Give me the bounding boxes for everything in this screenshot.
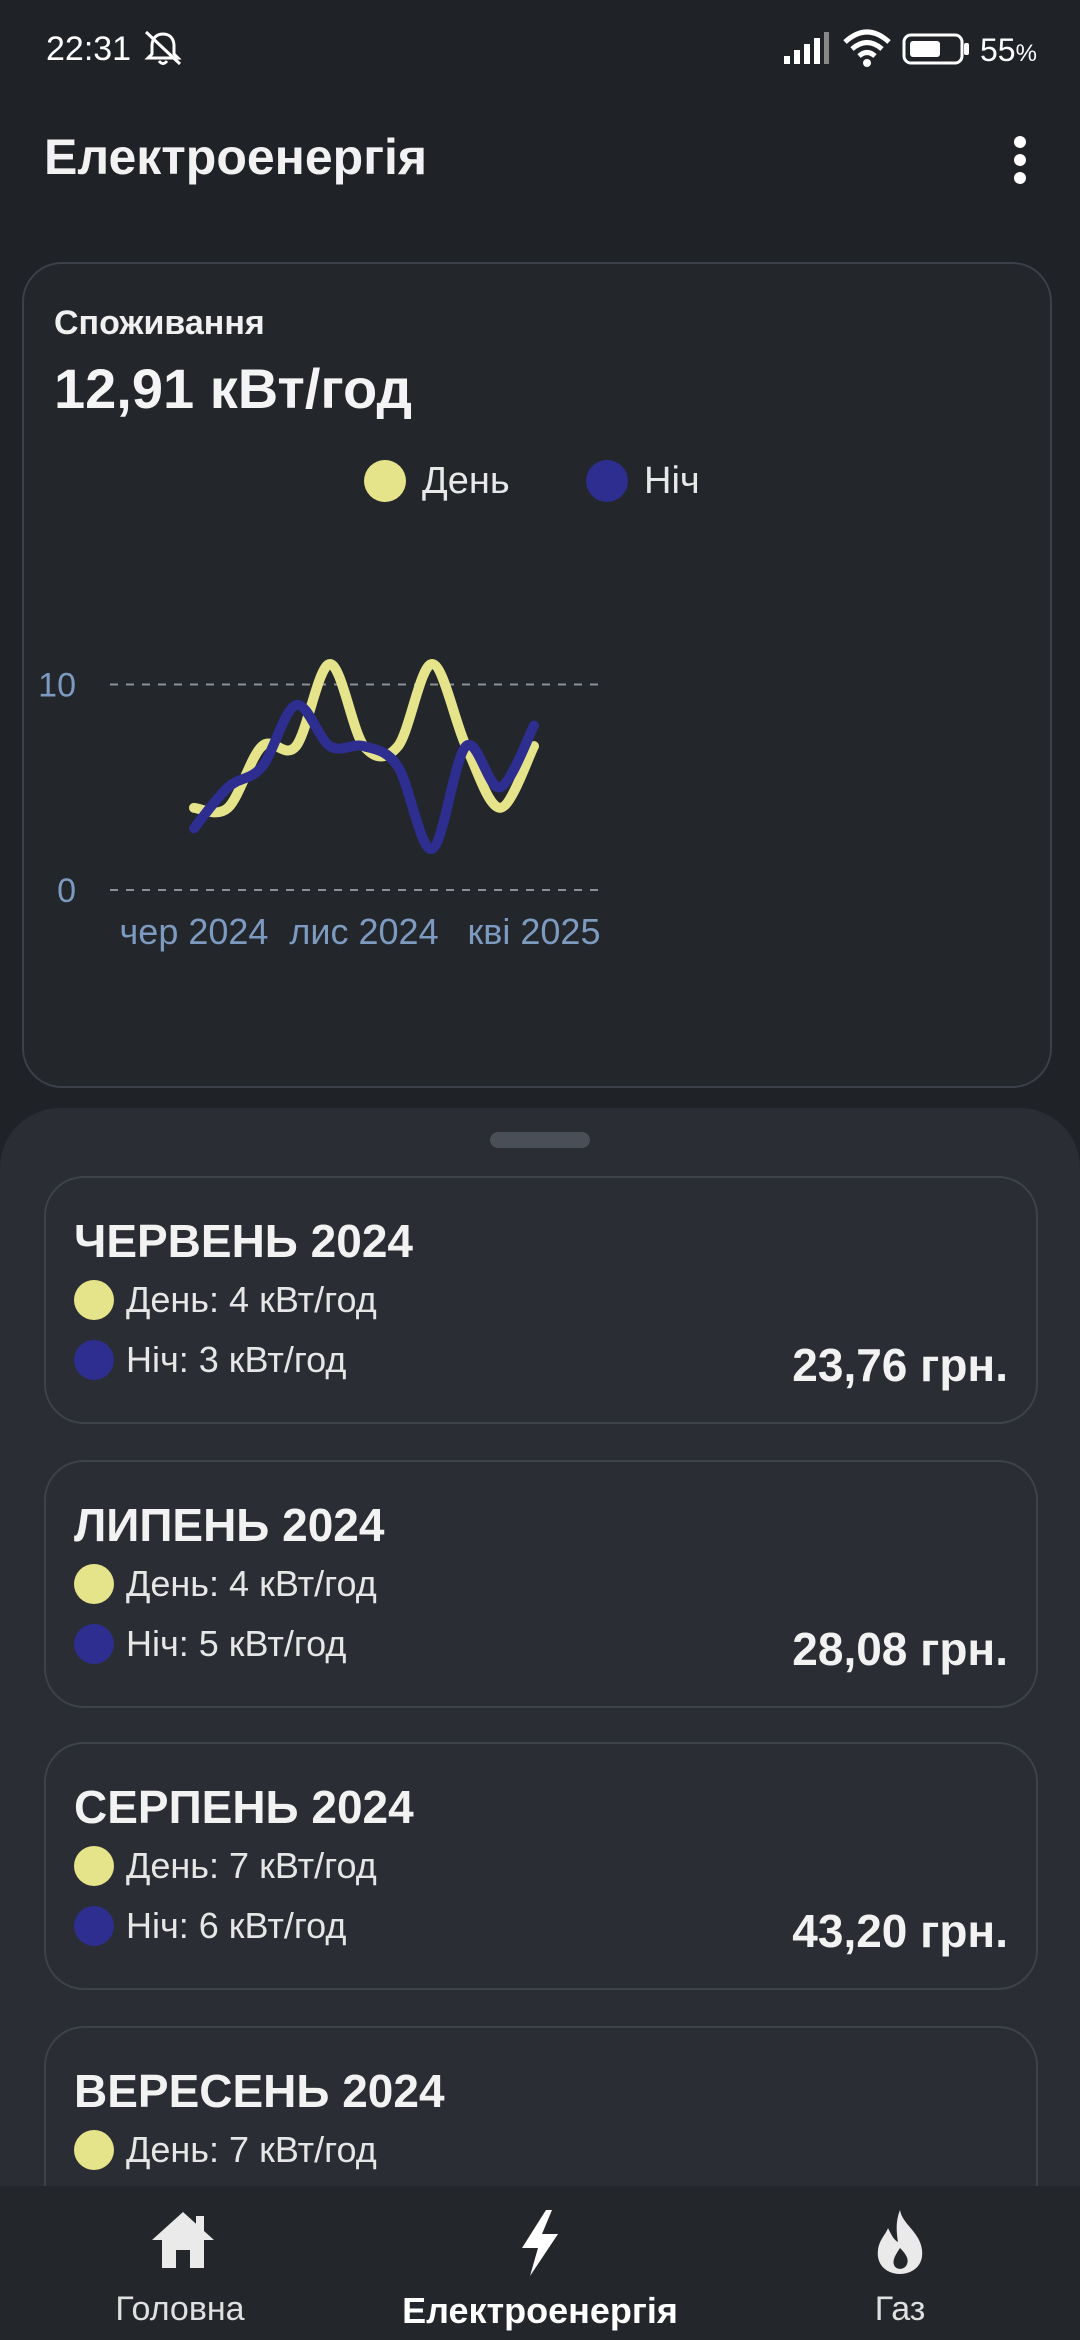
home-icon (152, 2212, 214, 2268)
day-usage-row: День: 4 кВт/год (74, 1278, 377, 1322)
series-line-night (189, 700, 539, 854)
sheet-drag-handle[interactable] (490, 1132, 590, 1148)
muted-bell-icon (144, 30, 182, 66)
x-tick-label: кві 2025 (468, 911, 601, 952)
month-title: ВЕРЕСЕНЬ 2024 (74, 2065, 445, 2117)
page-title: Електроенергія (44, 129, 428, 185)
status-time: 22:31 (46, 30, 132, 68)
months-bottom-sheet[interactable]: ЧЕРВЕНЬ 2024 День: 4 кВт/год Ніч: 3 кВт/… (0, 1108, 1080, 2208)
nav-item-home[interactable]: Головна (80, 2186, 280, 2340)
bottom-navigation: Головна Електроенергія Газ (0, 2186, 1080, 2340)
month-card-august-2024[interactable]: СЕРПЕНЬ 2024 День: 7 кВт/год Ніч: 6 кВт/… (44, 1742, 1038, 1990)
consumption-line-chart: 0 10 чер 2024 лис 2024 кві 2025 (38, 659, 604, 952)
wifi-icon (843, 29, 891, 67)
night-dot (74, 1624, 114, 1664)
month-card-june-2024[interactable]: ЧЕРВЕНЬ 2024 День: 4 кВт/год Ніч: 3 кВт/… (44, 1176, 1038, 1424)
month-card-september-2024[interactable]: ВЕРЕСЕНЬ 2024 День: 7 кВт/год (44, 2026, 1038, 2208)
battery-icon (902, 33, 969, 65)
more-dot-icon (1014, 154, 1026, 166)
y-tick-label: 10 (38, 667, 76, 705)
legend-label-night: Ніч (644, 459, 700, 502)
day-dot (74, 2130, 114, 2170)
legend-item-night[interactable]: Ніч (586, 456, 700, 506)
consumption-total: 12,91 кВт/год (54, 357, 413, 420)
night-usage: Ніч: 3 кВт/год (126, 1339, 347, 1380)
day-usage: День: 7 кВт/год (126, 1845, 377, 1886)
status-bar: 22:31 55% (0, 0, 1080, 100)
more-options-button[interactable] (1000, 128, 1040, 188)
day-dot (74, 1564, 114, 1604)
day-dot (74, 1280, 114, 1320)
day-usage-row: День: 4 кВт/год (74, 1562, 377, 1606)
legend-dot-day (364, 460, 406, 502)
day-usage: День: 4 кВт/год (126, 1563, 377, 1604)
x-tick-label: чер 2024 (120, 911, 269, 952)
x-tick-label: лис 2024 (289, 911, 438, 952)
day-usage: День: 4 кВт/год (126, 1279, 377, 1320)
month-title: ЛИПЕНЬ 2024 (74, 1499, 385, 1551)
night-usage-row: Ніч: 3 кВт/год (74, 1338, 346, 1382)
month-price: 23,76 грн. (792, 1339, 1008, 1391)
battery-level: 55% (980, 32, 1037, 68)
day-usage-row: День: 7 кВт/год (74, 1844, 377, 1888)
day-dot (74, 1846, 114, 1886)
month-title: СЕРПЕНЬ 2024 (74, 1781, 414, 1833)
day-usage: День: 7 кВт/год (126, 2129, 377, 2170)
lightning-icon (522, 2210, 558, 2276)
legend-dot-night (586, 460, 628, 502)
consumption-chart-card: Споживання 12,91 кВт/год День Ніч 0 10 чер… (22, 262, 1052, 1088)
legend-item-day[interactable]: День (364, 456, 510, 506)
nav-item-electricity[interactable]: Електроенергія (380, 2186, 700, 2340)
night-usage-row: Ніч: 6 кВт/год (74, 1904, 346, 1948)
night-usage-row: Ніч: 5 кВт/год (74, 1622, 346, 1666)
night-dot (74, 1906, 114, 1946)
series-line-day (189, 659, 539, 818)
month-title: ЧЕРВЕНЬ 2024 (74, 1215, 413, 1267)
more-dot-icon (1014, 172, 1026, 184)
night-usage: Ніч: 5 кВт/год (126, 1623, 347, 1664)
day-usage-row: День: 7 кВт/год (74, 2128, 377, 2172)
night-dot (74, 1340, 114, 1380)
more-dot-icon (1014, 136, 1026, 148)
nav-label-electricity: Електроенергія (402, 2290, 678, 2331)
signal-icon (784, 32, 829, 64)
month-card-july-2024[interactable]: ЛИПЕНЬ 2024 День: 4 кВт/год Ніч: 5 кВт/г… (44, 1460, 1038, 1708)
chart-subtitle: Споживання (54, 304, 265, 342)
night-usage: Ніч: 6 кВт/год (126, 1905, 347, 1946)
y-tick-label: 0 (57, 872, 76, 910)
legend-label-day: День (422, 459, 510, 502)
month-price: 28,08 грн. (792, 1623, 1008, 1675)
flame-icon (877, 2210, 923, 2274)
month-price: 43,20 грн. (792, 1905, 1008, 1957)
nav-label-gas: Газ (874, 2290, 926, 2328)
nav-item-gas[interactable]: Газ (820, 2186, 980, 2340)
nav-label-home: Головна (115, 2290, 245, 2328)
